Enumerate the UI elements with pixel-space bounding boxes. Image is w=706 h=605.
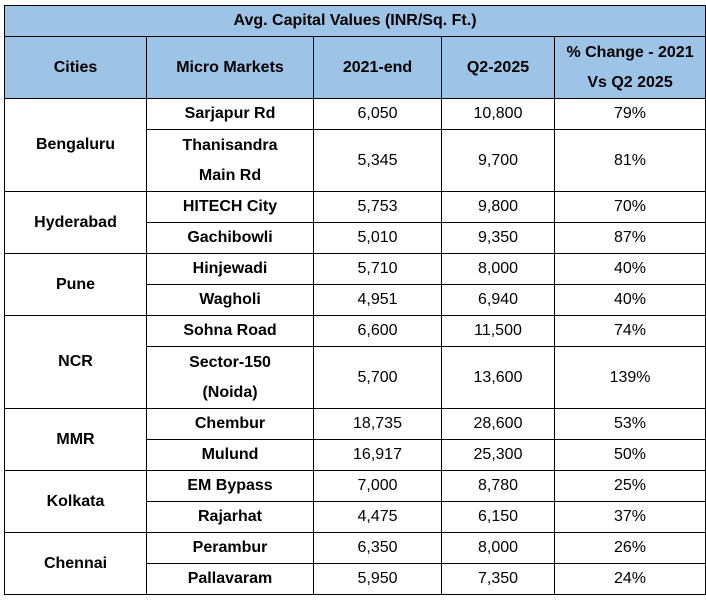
table-row: NCR Sohna Road 6,600 11,500 74%: [4, 315, 706, 409]
value-q2-2025-cell: 6,940: [441, 284, 555, 316]
change-cell: 26%: [553, 532, 706, 564]
header-micro-markets: Micro Markets: [146, 36, 314, 99]
table-row: Pallavaram 5,950 7,350 24%: [5, 563, 706, 595]
market-cell: Thanisandra Main Rd: [146, 129, 314, 192]
market-line1: Sector-150: [189, 353, 271, 371]
table-row: MMR Chembur 18,735 28,600 53%: [4, 408, 706, 471]
value-2021-cell: 5,345: [313, 129, 442, 192]
value-2021-cell: 5,700: [313, 346, 442, 409]
value-q2-2025-cell: 9,700: [441, 129, 555, 192]
value-q2-2025-cell: 11,500: [441, 315, 555, 347]
market-line2: (Noida): [202, 383, 258, 401]
table-row: Mulund 16,917 25,300 50%: [5, 439, 706, 471]
value-q2-2025-cell: 8,780: [441, 470, 555, 502]
change-cell: 40%: [553, 253, 706, 285]
value-q2-2025-cell: 25,300: [441, 439, 555, 471]
table-row: Pune Hinjewadi 5,710 8,000 40%: [4, 253, 706, 316]
value-q2-2025-cell: 13,600: [441, 346, 555, 409]
capital-values-table: Avg. Capital Values (INR/Sq. Ft.) Cities…: [3, 5, 706, 595]
table-row: Gachibowli 5,010 9,350 87%: [5, 222, 706, 254]
market-cell: Pallavaram: [146, 563, 314, 595]
market-cell: HITECH City: [146, 191, 314, 223]
table-row: Hyderabad HITECH City 5,753 9,800 70%: [4, 191, 706, 254]
header-percent-change: % Change - 2021 Vs Q2 2025: [553, 36, 706, 99]
header-cities: Cities: [4, 36, 147, 99]
market-cell: Chembur: [146, 408, 314, 440]
table-row: Chennai Perambur 6,350 8,000 26%: [4, 532, 706, 595]
value-2021-cell: 6,600: [313, 315, 442, 347]
change-cell: 24%: [553, 563, 706, 595]
change-cell: 50%: [553, 439, 706, 471]
city-cell: Chennai: [4, 532, 147, 595]
value-q2-2025-cell: 8,000: [441, 253, 555, 285]
table-title: Avg. Capital Values (INR/Sq. Ft.): [3, 5, 706, 37]
value-2021-cell: 5,710: [313, 253, 442, 285]
market-cell: Mulund: [146, 439, 314, 471]
market-cell: Hinjewadi: [146, 253, 314, 285]
value-q2-2025-cell: 9,350: [441, 222, 555, 254]
city-cell: Bengaluru: [4, 98, 147, 192]
header-change-line2: Vs Q2 2025: [587, 73, 673, 91]
table-row: Kolkata EM Bypass 7,000 8,780 25%: [4, 470, 706, 533]
city-cell: Pune: [4, 253, 147, 316]
value-2021-cell: 16,917: [313, 439, 442, 471]
city-cell: Kolkata: [4, 470, 147, 533]
value-2021-cell: 5,950: [313, 563, 442, 595]
value-q2-2025-cell: 9,800: [441, 191, 555, 223]
market-line1: Thanisandra: [182, 136, 278, 154]
market-cell: Perambur: [146, 532, 314, 564]
market-cell: Sarjapur Rd: [146, 98, 314, 130]
city-cell: NCR: [4, 315, 147, 409]
market-cell: Sohna Road: [146, 315, 314, 347]
change-cell: 74%: [553, 315, 706, 347]
change-cell: 53%: [553, 408, 706, 440]
change-cell: 81%: [553, 129, 706, 192]
market-line2: Main Rd: [198, 166, 262, 184]
value-2021-cell: 6,050: [313, 98, 442, 130]
market-cell: Gachibowli: [146, 222, 314, 254]
value-2021-cell: 18,735: [313, 408, 442, 440]
value-2021-cell: 7,000: [313, 470, 442, 502]
market-cell: Rajarhat: [146, 501, 314, 533]
table-row: Bengaluru Sarjapur Rd 6,050 10,800 79%: [4, 98, 706, 192]
change-cell: 37%: [553, 501, 706, 533]
value-q2-2025-cell: 7,350: [441, 563, 555, 595]
change-cell: 70%: [553, 191, 706, 223]
value-q2-2025-cell: 28,600: [441, 408, 555, 440]
value-2021-cell: 4,475: [313, 501, 442, 533]
value-q2-2025-cell: 10,800: [441, 98, 555, 130]
market-cell: EM Bypass: [146, 470, 314, 502]
value-2021-cell: 6,350: [313, 532, 442, 564]
city-cell: MMR: [4, 408, 147, 471]
value-2021-cell: 5,010: [313, 222, 442, 254]
value-2021-cell: 4,951: [313, 284, 442, 316]
change-cell: 139%: [553, 346, 706, 409]
header-change-line1: % Change - 2021: [566, 43, 694, 61]
value-q2-2025-cell: 8,000: [441, 532, 555, 564]
city-cell: Hyderabad: [4, 191, 147, 254]
change-cell: 79%: [553, 98, 706, 130]
value-2021-cell: 5,753: [313, 191, 442, 223]
table-row: Thanisandra Main Rd 5,345 9,700 81%: [5, 129, 706, 192]
change-cell: 40%: [553, 284, 706, 316]
market-cell: Sector-150 (Noida): [146, 346, 314, 409]
market-cell: Wagholi: [146, 284, 314, 316]
value-q2-2025-cell: 6,150: [441, 501, 555, 533]
header-2021-end: 2021-end: [313, 36, 442, 99]
header-q2-2025: Q2-2025: [441, 36, 555, 99]
change-cell: 25%: [553, 470, 706, 502]
change-cell: 87%: [553, 222, 706, 254]
